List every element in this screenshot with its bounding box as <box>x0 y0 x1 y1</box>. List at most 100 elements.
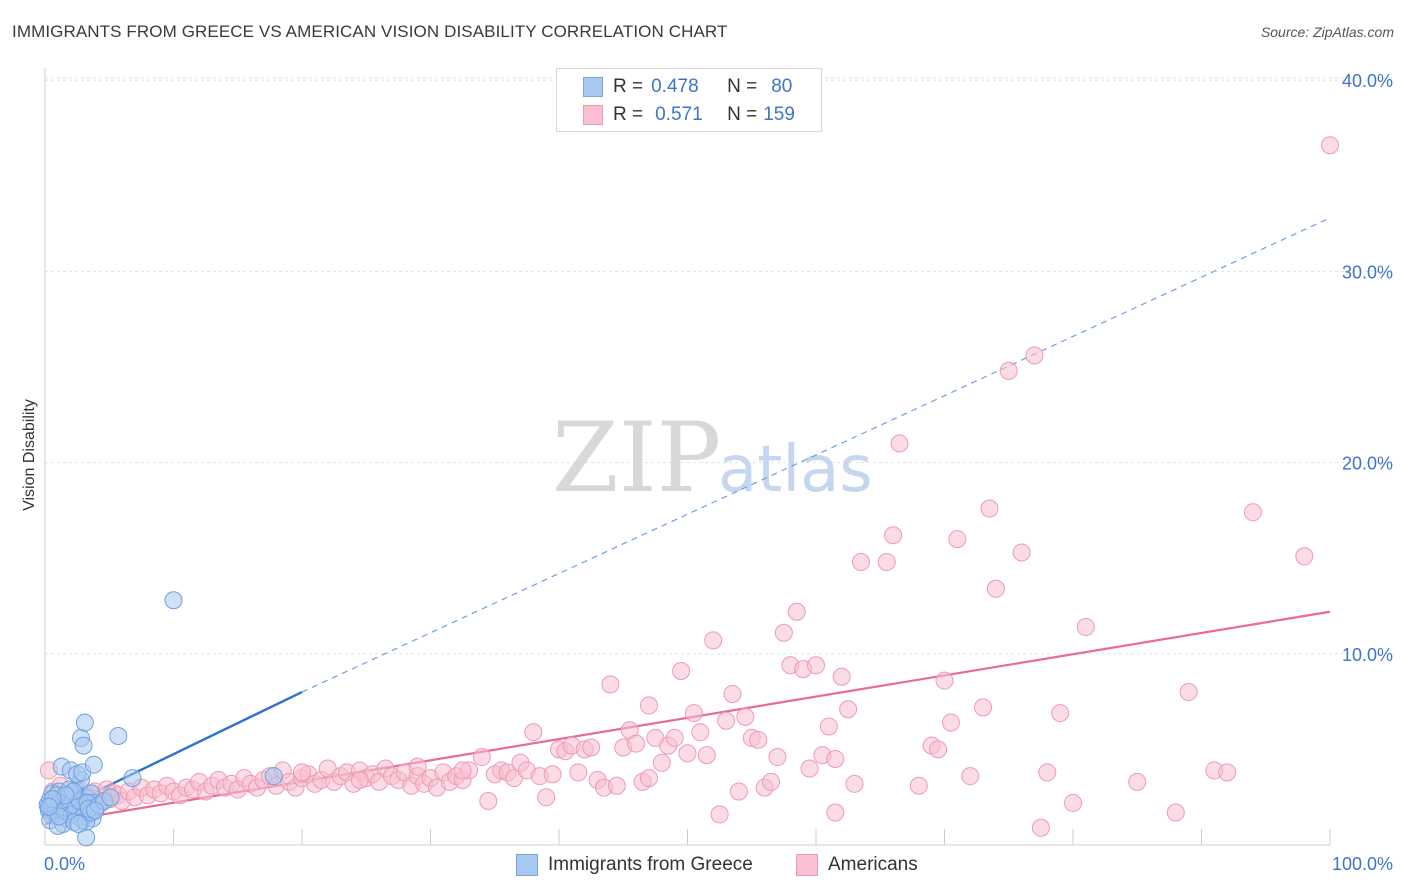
data-point <box>890 434 909 453</box>
data-point <box>524 723 543 742</box>
gridlines <box>45 77 1392 655</box>
data-point <box>537 788 556 807</box>
y-tick-label: 40.0% <box>1342 71 1393 91</box>
data-point <box>999 361 1018 380</box>
data-point <box>1038 763 1057 782</box>
data-point <box>1051 704 1070 723</box>
data-point <box>1076 618 1095 637</box>
data-point <box>39 797 58 816</box>
data-point <box>929 740 948 759</box>
watermark-atlas: atlas <box>718 433 873 507</box>
x-tick-label: 0.0% <box>44 854 85 874</box>
data-point <box>101 788 120 807</box>
legend-swatch-americans <box>583 105 603 125</box>
data-point <box>980 499 999 518</box>
data-point <box>408 757 427 776</box>
data-point <box>935 671 954 690</box>
data-point <box>736 707 755 726</box>
data-point <box>961 767 980 786</box>
trend-line-greece-extension <box>301 217 1331 693</box>
bottom-legend-greece: Immigrants from Greece <box>516 852 753 878</box>
axes <box>44 68 1331 846</box>
data-point <box>774 623 793 642</box>
data-point <box>941 713 960 732</box>
legend-n-value: 80 <box>771 76 793 97</box>
data-point <box>1128 772 1147 791</box>
bottom-legend-label-greece: Immigrants from Greece <box>548 854 753 875</box>
data-point <box>607 776 626 795</box>
bottom-legend-label-americans: Americans <box>828 854 918 875</box>
data-point <box>684 704 703 723</box>
bottom-legend-swatch-americans <box>796 854 818 876</box>
data-point <box>845 774 864 793</box>
series-greece <box>38 591 283 847</box>
legend-r-label: R = <box>613 104 644 125</box>
data-point <box>826 749 845 768</box>
data-point <box>851 553 870 572</box>
data-point <box>1243 503 1262 522</box>
legend-n-label: N = <box>727 104 758 125</box>
data-point <box>69 814 88 833</box>
bottom-legend-swatch-greece <box>516 854 538 876</box>
legend-n-value: 159 <box>763 104 795 125</box>
y-axis-label: Vision Disability <box>21 399 38 511</box>
data-point <box>1025 346 1044 365</box>
data-point <box>1295 547 1314 566</box>
data-point <box>723 684 742 703</box>
data-point <box>1012 543 1031 562</box>
data-point <box>639 769 658 788</box>
legend-r-label: R = <box>613 76 644 97</box>
chart-title: IMMIGRANTS FROM GREECE VS AMERICAN VISIO… <box>12 22 728 41</box>
series-americans <box>39 136 1339 837</box>
y-tick-label: 20.0% <box>1342 454 1393 474</box>
trend-lines <box>44 217 1331 826</box>
data-point <box>768 748 787 767</box>
data-point <box>77 828 96 847</box>
stats-legend: R = 0.478 N = 80 R = 0.571 N = 159 <box>556 68 822 132</box>
data-point <box>123 769 142 788</box>
data-point <box>839 700 858 719</box>
watermark: ZIP atlas <box>552 402 873 514</box>
data-point <box>74 736 93 755</box>
legend-row-americans: R = 0.571 N = 159 <box>583 101 795 129</box>
bottom-legend-americans: Americans <box>796 852 918 878</box>
data-point <box>1166 803 1185 822</box>
data-point <box>1179 683 1198 702</box>
data-point <box>652 753 671 772</box>
data-point <box>569 763 588 782</box>
data-point <box>84 755 103 774</box>
data-point <box>543 765 562 784</box>
data-point <box>582 738 601 757</box>
data-point <box>704 631 723 650</box>
data-point <box>109 727 128 746</box>
data-point <box>350 770 369 789</box>
data-point <box>293 763 311 782</box>
data-point <box>909 776 928 795</box>
data-point <box>749 730 768 749</box>
x-tick-labels: 0.0% 100.0% <box>44 854 1393 874</box>
watermark-zip: ZIP <box>552 402 721 514</box>
data-point <box>948 530 967 549</box>
data-point <box>264 767 283 786</box>
y-tick-label: 10.0% <box>1342 645 1393 665</box>
data-point <box>819 717 838 736</box>
y-tick-label: 30.0% <box>1342 262 1393 282</box>
data-point <box>627 734 646 753</box>
data-point <box>75 713 94 732</box>
legend-r-value: 0.478 <box>651 76 699 97</box>
data-point <box>678 744 697 763</box>
data-point <box>884 526 903 545</box>
x-tick-label: 100.0% <box>1332 854 1393 874</box>
data-point <box>1321 136 1339 155</box>
data-point <box>710 805 729 824</box>
data-point <box>601 675 620 694</box>
data-point <box>787 602 806 621</box>
data-point <box>697 746 716 765</box>
legend-r-value: 0.571 <box>655 104 703 125</box>
legend-swatch-greece <box>583 77 603 97</box>
data-point <box>800 759 819 778</box>
data-point <box>1064 793 1082 812</box>
data-point <box>86 801 105 820</box>
data-point <box>762 772 781 791</box>
